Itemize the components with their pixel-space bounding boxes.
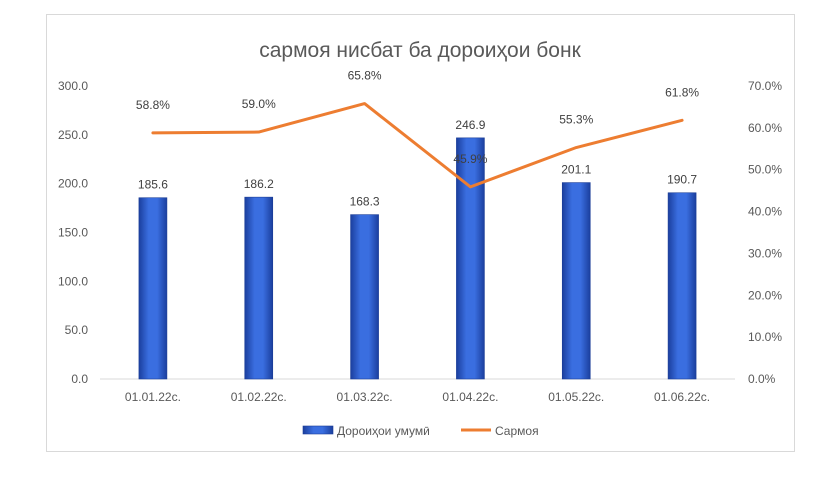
y-tick-label: 150.0 <box>58 226 88 240</box>
x-tick-label: 01.04.22с. <box>442 390 498 404</box>
axes: 0.0 50.0 100.0 150.0 200.0 250.0 300.0 0.0% 10.0… <box>58 79 782 404</box>
y2-tick-label: 20.0% <box>748 288 782 302</box>
line-data-label: 45.9% <box>453 152 487 166</box>
bar <box>561 182 591 380</box>
legend-label-bar: Дороиҳои умумӣ <box>337 424 430 438</box>
line-data-label: 59.0% <box>242 97 276 111</box>
bar-data-label: 246.9 <box>455 118 485 132</box>
bar <box>244 196 274 380</box>
y2-tick-label: 0.0% <box>748 372 776 386</box>
bar <box>667 192 697 380</box>
chart-title: сармоя нисбат ба дороиҳои бонк <box>259 39 581 62</box>
x-tick-label: 01.05.22с. <box>548 390 604 404</box>
y2-tick-label: 40.0% <box>748 205 782 219</box>
legend: Дороиҳои умумӣ Сармоя <box>302 424 539 438</box>
y-tick-label: 300.0 <box>58 79 88 93</box>
y2-tick-label: 70.0% <box>748 79 782 93</box>
y-tick-label: 0.0 <box>71 372 88 386</box>
y-tick-label: 200.0 <box>58 177 88 191</box>
line-data-label: 58.8% <box>136 98 170 112</box>
legend-swatch-bar <box>302 425 334 435</box>
y2-tick-label: 60.0% <box>748 121 782 135</box>
line-data-label: 55.3% <box>559 113 593 127</box>
x-tick-label: 01.06.22с. <box>654 390 710 404</box>
line-data-label: 65.8% <box>348 69 382 83</box>
bar-series <box>138 137 697 380</box>
bar-data-label: 186.2 <box>244 177 274 191</box>
legend-label-line: Сармоя <box>495 424 539 438</box>
y2-tick-label: 50.0% <box>748 163 782 177</box>
x-tick-label: 01.02.22с. <box>231 390 287 404</box>
line-path <box>151 102 684 189</box>
x-tick-label: 01.01.22с. <box>125 390 181 404</box>
y-tick-label: 100.0 <box>58 274 88 288</box>
bar-data-label: 185.6 <box>138 178 168 192</box>
bar-data-label: 201.1 <box>561 163 591 177</box>
line-data-label: 61.8% <box>665 85 699 99</box>
y-tick-label: 50.0 <box>65 323 89 337</box>
bar <box>350 214 379 380</box>
bar <box>456 137 485 380</box>
y2-tick-label: 30.0% <box>748 246 782 260</box>
bar-data-label: 168.3 <box>350 195 380 209</box>
line-series <box>151 102 684 189</box>
bar-data-label: 190.7 <box>667 173 697 187</box>
y2-tick-label: 10.0% <box>748 330 782 344</box>
bar <box>138 197 168 380</box>
data-labels: 185.6 186.2 168.3 246.9 201.1 190.7 58.8% 59.0%… <box>136 69 700 209</box>
x-tick-label: 01.03.22с. <box>337 390 393 404</box>
y-tick-label: 250.0 <box>58 128 88 142</box>
